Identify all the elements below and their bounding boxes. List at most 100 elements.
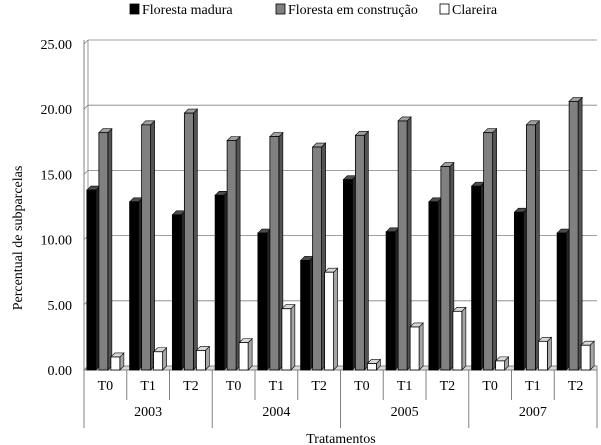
bar-side — [589, 340, 595, 371]
x-tick-label: T2 — [568, 379, 584, 394]
bar-front — [556, 232, 567, 371]
grid-connector — [83, 39, 89, 45]
bar — [452, 306, 467, 371]
y-tick-label: 5.00 — [48, 299, 73, 314]
bar-front — [257, 232, 268, 371]
y-tick-label: 10.00 — [41, 234, 73, 249]
bar-front — [525, 124, 536, 371]
bar — [525, 120, 541, 371]
bar-side — [461, 306, 467, 371]
bar-front — [428, 201, 439, 371]
bar-front — [312, 146, 323, 371]
x-tick-label: T0 — [98, 379, 114, 394]
x-tick-label: T2 — [183, 379, 199, 394]
grid-connector — [83, 104, 89, 110]
bar-front — [409, 326, 420, 371]
x-tick-label: T1 — [397, 379, 413, 394]
bar-side — [364, 130, 369, 371]
bar — [281, 303, 296, 371]
x-tick-label: T2 — [311, 379, 327, 394]
bar — [354, 130, 370, 371]
bar — [140, 120, 156, 371]
bar-front — [300, 260, 311, 371]
bar — [568, 96, 583, 371]
grid-connector — [83, 170, 89, 175]
bar — [385, 227, 400, 371]
bar — [537, 336, 553, 371]
bar-front — [397, 120, 408, 371]
y-tick-label: 15.00 — [41, 168, 73, 183]
legend-swatch — [275, 3, 286, 15]
bar-front — [141, 124, 152, 371]
bar — [238, 337, 253, 371]
bar — [110, 352, 125, 371]
bar — [226, 135, 241, 371]
x-tick-label: T1 — [525, 379, 541, 394]
bar-front — [98, 132, 109, 371]
legend-swatch — [439, 3, 450, 15]
bar — [366, 358, 382, 371]
bar-side — [492, 127, 497, 371]
y-axis-title: Percentual de subparcelas — [11, 166, 26, 311]
bar — [494, 356, 510, 371]
bar — [195, 345, 211, 371]
legend-label: Clareira — [452, 3, 498, 18]
bar-side — [333, 267, 338, 371]
bar-front — [495, 360, 506, 371]
bar — [183, 108, 199, 371]
x-group-label: 2003 — [134, 405, 162, 420]
bar-side — [535, 120, 540, 371]
bar — [556, 228, 571, 371]
bar-front — [238, 342, 249, 371]
bar-front — [183, 112, 194, 371]
x-tick-label: T0 — [482, 379, 498, 394]
bar-front — [86, 189, 97, 371]
bar-front — [366, 363, 377, 371]
bar-side — [107, 127, 113, 371]
bar — [470, 181, 486, 371]
bar-side — [547, 336, 552, 371]
bar-front — [214, 194, 225, 371]
bar — [269, 131, 284, 371]
bar-front — [483, 132, 494, 371]
bar-front — [324, 271, 335, 371]
x-tick-label: T2 — [440, 379, 456, 394]
x-axis-title: Tratamentos — [306, 432, 375, 445]
bar-front — [537, 340, 548, 371]
bar-side — [418, 322, 424, 371]
bar-side — [193, 108, 198, 371]
bar — [128, 197, 144, 371]
bar — [440, 161, 455, 371]
bar-front — [580, 344, 591, 371]
bar — [428, 197, 443, 371]
bar — [299, 255, 315, 371]
legend-label: Floresta em construção — [288, 3, 418, 18]
bar — [86, 185, 101, 371]
bar — [482, 127, 498, 371]
bar — [171, 210, 187, 371]
bar-front — [452, 310, 463, 371]
x-tick-label: T1 — [140, 379, 156, 394]
y-tick-label: 25.00 — [41, 38, 73, 53]
bar — [409, 322, 424, 371]
bar-front — [129, 201, 140, 371]
bar — [397, 116, 412, 371]
bar-front — [342, 179, 353, 371]
bar-side — [235, 135, 241, 371]
x-group-label: 2005 — [391, 405, 419, 420]
bar-front — [471, 185, 482, 371]
x-tick-label: T0 — [354, 379, 370, 394]
bar-front — [385, 231, 396, 371]
bar-front — [226, 140, 237, 371]
bar — [311, 142, 327, 371]
bar-front — [269, 136, 280, 371]
bar-front — [171, 214, 182, 371]
legend: Floresta madura Floresta em construção Cla… — [129, 3, 498, 18]
x-group-label: 2007 — [519, 405, 547, 420]
bar — [580, 340, 595, 371]
bar-front — [568, 100, 579, 371]
bar — [98, 127, 113, 371]
x-group-label: 2004 — [262, 405, 290, 420]
bar-front — [440, 166, 451, 371]
